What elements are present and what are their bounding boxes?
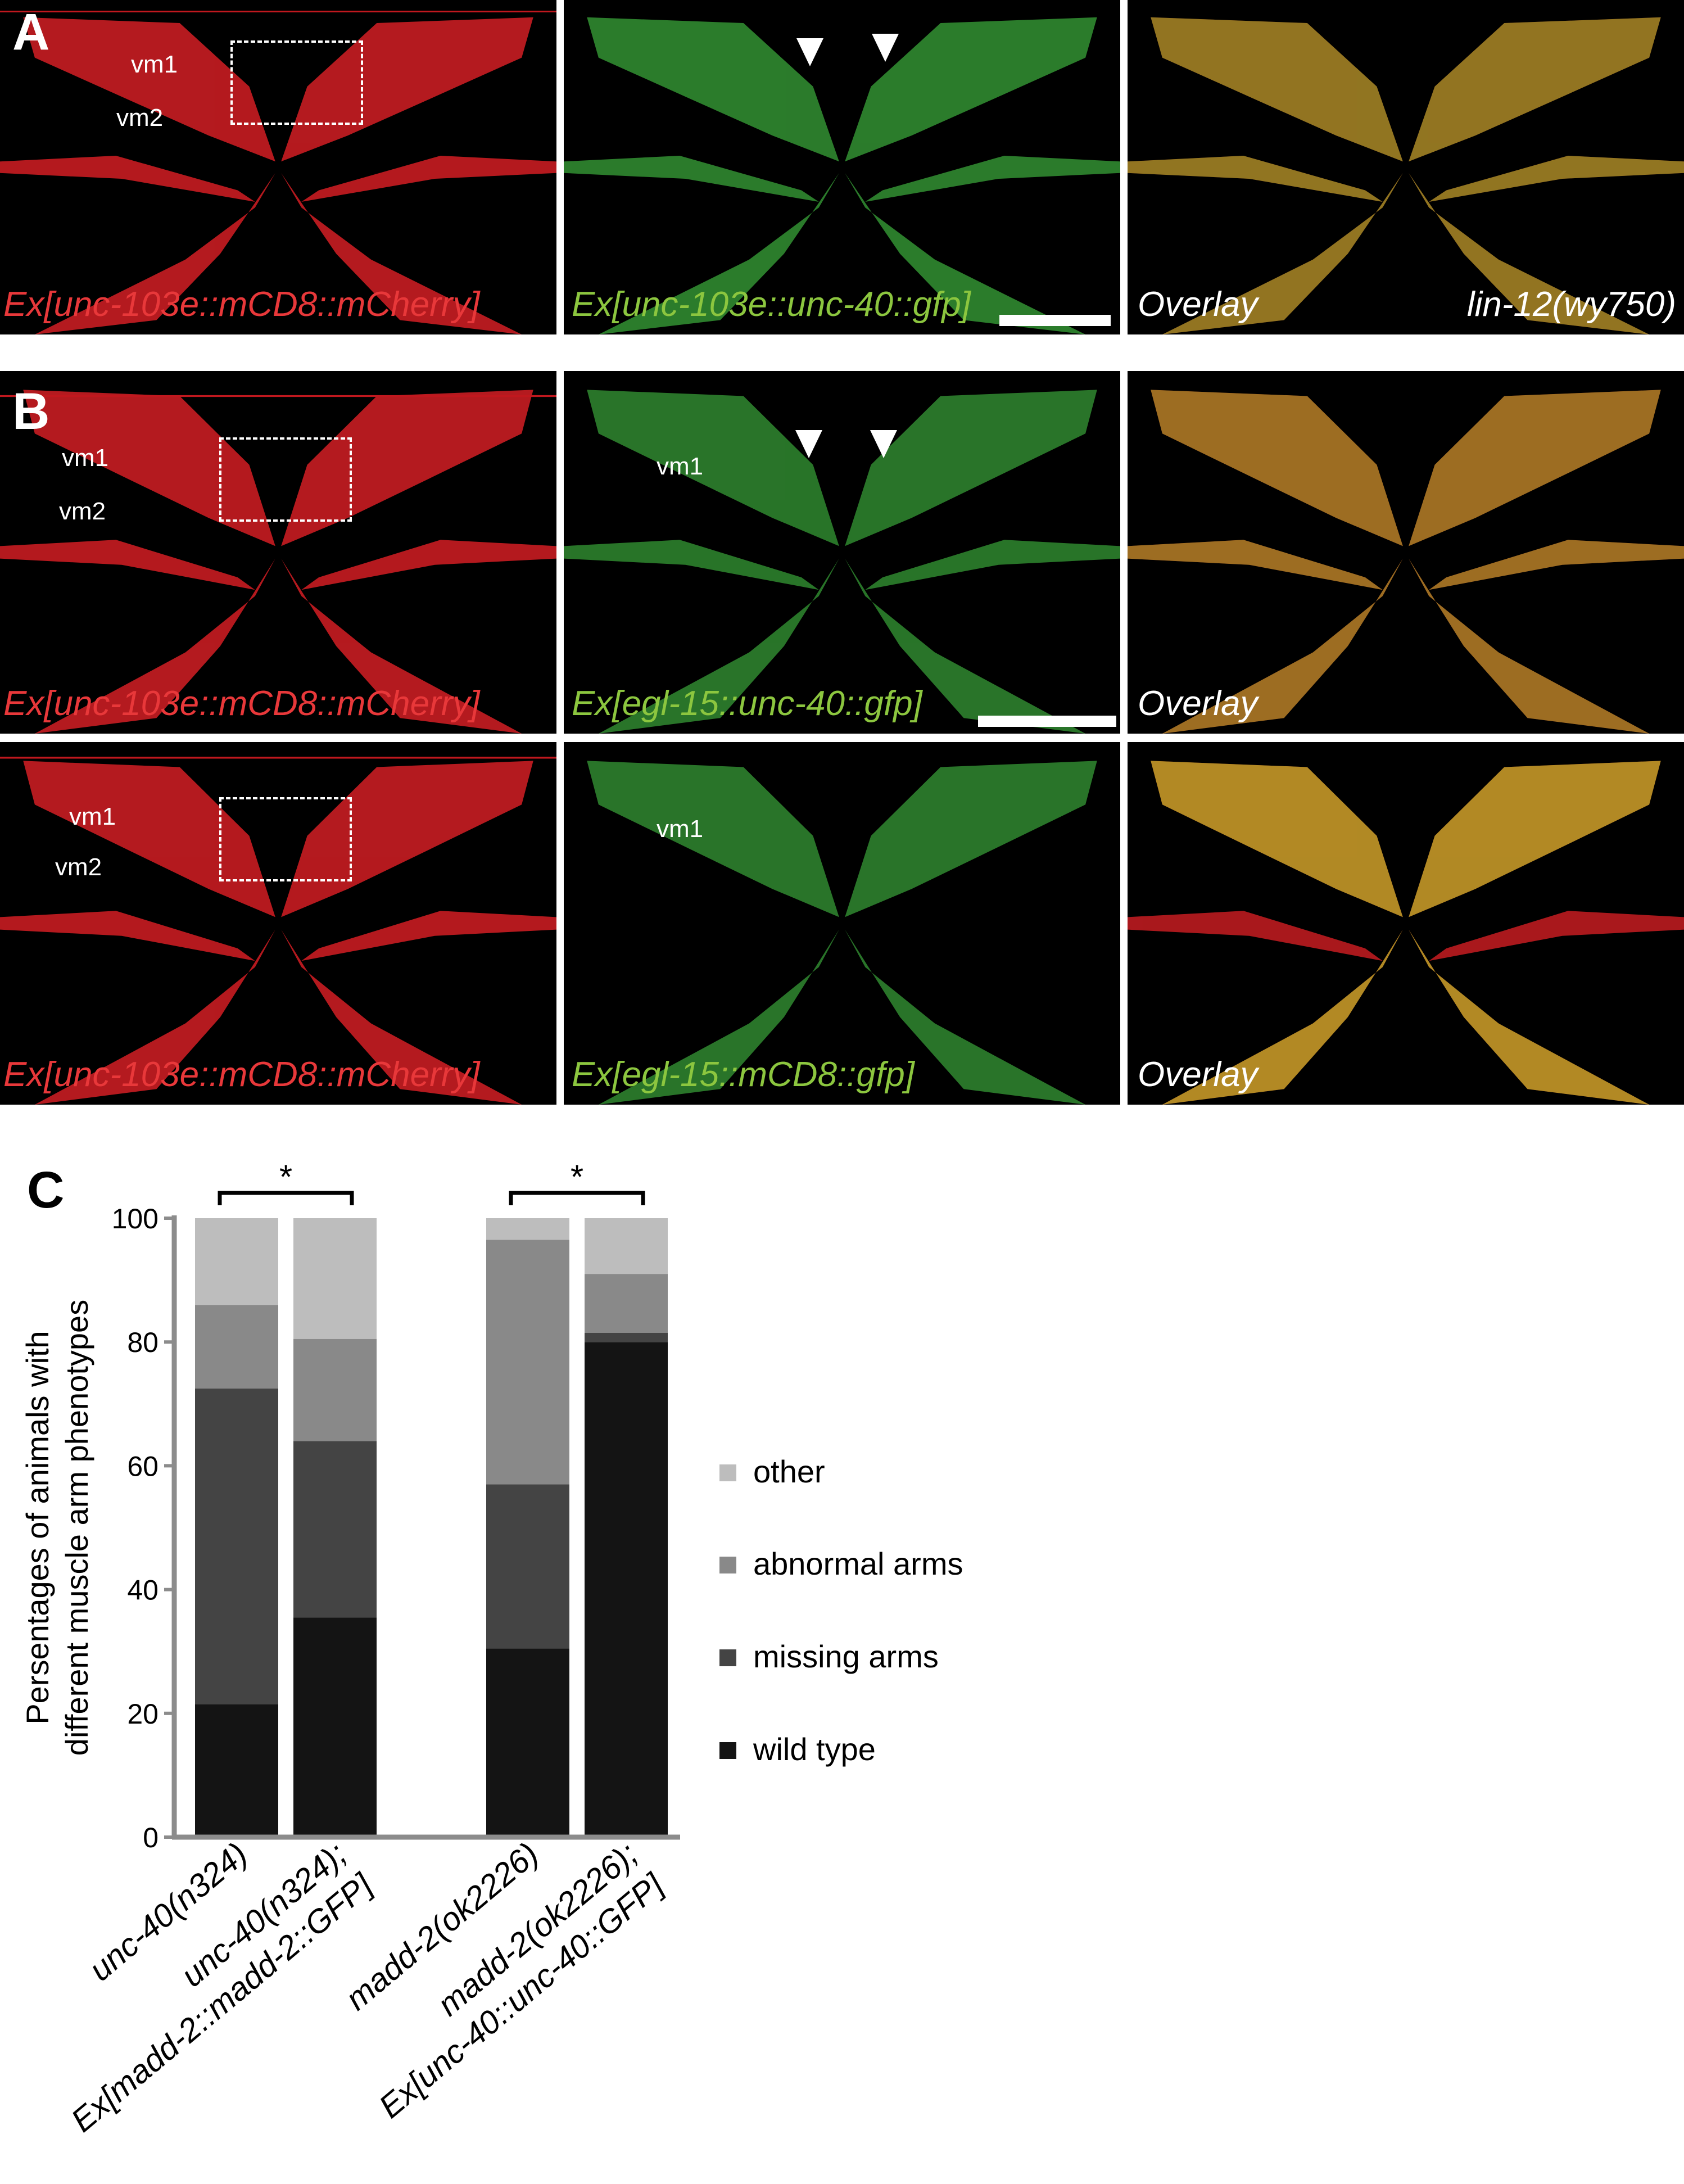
bar-missing-arms-2 [486,1484,569,1649]
vm2-label: vm2 [59,498,106,525]
bar-other-3 [585,1218,668,1274]
bar-abnormal-arms-1 [293,1339,377,1441]
y-tick-label-20: 20 [127,1698,159,1730]
stacked-bar-chart: 0 20 40 60 80 100 Persentages of animals with d… [20,1158,680,2139]
red-caption: Ex[unc-103e::mCD8::mCherry] [3,285,480,324]
y-axis-label-line2: different muscle arm phenotypes [59,1300,94,1756]
scale-bar [999,315,1111,326]
green-caption: Ex[unc-103e::unc-40::gfp] [572,285,971,324]
panel-b1-red: vm1 vm2 B Ex[unc-103e::mCD8::mCherry] [0,371,556,734]
legend-label-missing-arms: missing arms [753,1639,939,1674]
panel-a-overlay: Overlay lin-12(wy750) [1128,0,1684,334]
y-tick-label-0: 0 [143,1822,159,1853]
vm1-label: vm1 [657,453,704,480]
bar-wild-type-0 [195,1704,278,1837]
region-box [230,40,363,125]
bar-missing-arms-1 [293,1441,377,1618]
arrowhead-right [872,34,899,62]
bar-other-1 [293,1218,377,1339]
panel-label-a: A [12,3,50,61]
legend-swatch-wild-type [719,1742,736,1759]
bar-abnormal-arms-0 [195,1305,278,1389]
legend-label-abnormal-arms: abnormal arms [753,1546,963,1581]
bar-other-2 [486,1218,569,1240]
y-axis-label-line1: Persentages of animals with [20,1331,55,1724]
y-tick-label-60: 60 [127,1450,159,1482]
green-caption: Ex[egl-15::unc-40::gfp] [572,684,922,723]
vm2-label: vm2 [116,104,164,132]
region-box [219,797,352,881]
y-tick-label-80: 80 [127,1327,159,1358]
genotype-caption: lin-12(wy750) [1466,285,1676,324]
panel-b2-red: vm1 vm2 Ex[unc-103e::mCD8::mCherry] [0,742,556,1105]
panel-b2-overlay: Overlay [1128,742,1684,1105]
y-tick-label-40: 40 [127,1575,159,1606]
significance-bracket-0 [218,1191,354,1205]
panel-a-green: Ex[unc-103e::unc-40::gfp] [564,0,1120,334]
arrowhead-left [796,38,823,66]
overlay-caption: Overlay [1138,1055,1258,1094]
legend-swatch-other [719,1464,736,1481]
overlay-caption: Overlay [1138,684,1258,723]
bar-wild-type-3 [585,1342,668,1837]
red-caption: Ex[unc-103e::mCD8::mCherry] [3,1055,480,1094]
vm1-label: vm1 [62,444,109,472]
bar-wild-type-1 [293,1617,377,1837]
panel-b2-green: vm1 Ex[egl-15::mCD8::gfp] [564,742,1120,1105]
legend-swatch-missing-arms [719,1649,736,1666]
vm1-label: vm1 [69,803,116,830]
arrowhead-left [795,430,822,458]
red-caption: Ex[unc-103e::mCD8::mCherry] [3,684,480,723]
legend-label-other: other [753,1454,825,1489]
bar-abnormal-arms-3 [585,1274,668,1333]
green-caption: Ex[egl-15::mCD8::gfp] [572,1055,915,1094]
legend-label-wild-type: wild type [753,1731,876,1767]
bar-other-0 [195,1218,278,1305]
bar-abnormal-arms-2 [486,1240,569,1485]
scale-bar [978,716,1116,727]
arrowhead-right [870,430,897,458]
vm1-label: vm1 [657,815,704,843]
bar-missing-arms-0 [195,1388,278,1704]
panel-b1-green: vm1 Ex[egl-15::unc-40::gfp] [564,371,1120,734]
legend-swatch-abnormal-arms [719,1557,736,1573]
overlay-caption: Overlay [1138,285,1258,324]
panel-b1-overlay: Overlay [1128,371,1684,734]
significance-bracket-1 [509,1191,645,1205]
panel-label-b: B [12,383,50,440]
bar-wild-type-2 [486,1648,569,1837]
significance-star-0: * [279,1158,292,1196]
vm1-label: vm1 [131,51,178,78]
panel-a-red: vm1 vm2 A Ex[unc-103e::mCD8::mCherry] [0,0,556,334]
bar-missing-arms-3 [585,1332,668,1342]
region-box [219,437,352,522]
significance-star-1: * [571,1158,583,1196]
panel-label-c: C [27,1161,65,1219]
vm2-label: vm2 [55,853,102,881]
y-tick-label-100: 100 [112,1203,159,1235]
